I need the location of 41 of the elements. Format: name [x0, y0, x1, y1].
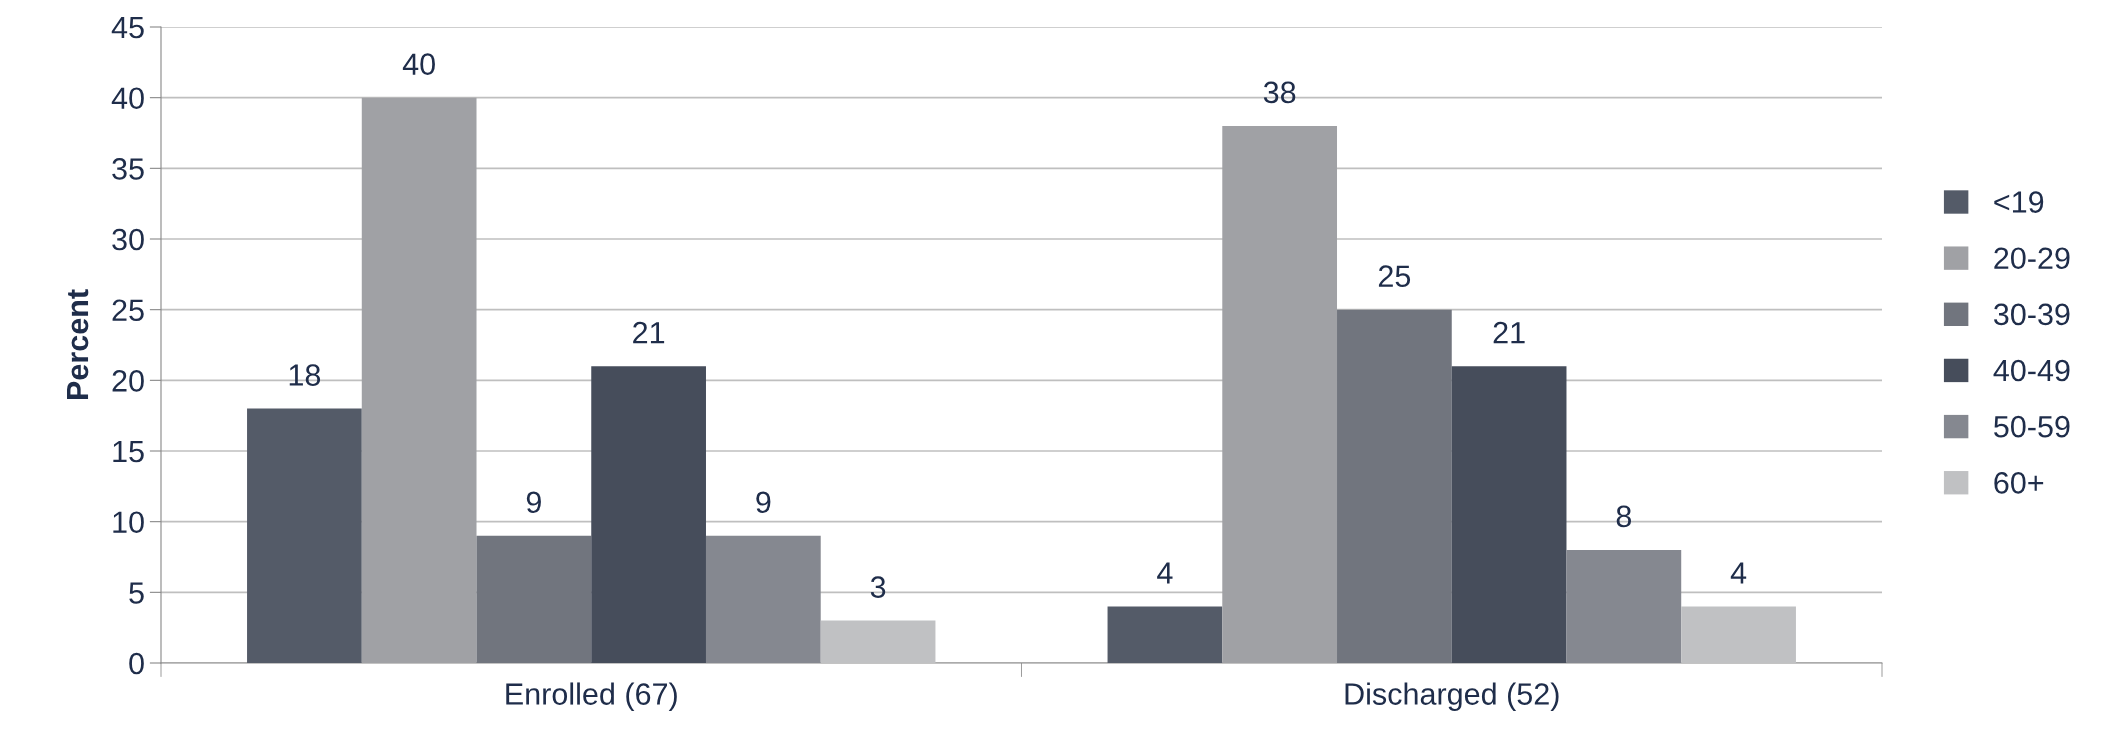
y-tick-label: 40 [111, 87, 144, 110]
bar [820, 620, 936, 663]
y-tick-label: 25 [112, 299, 144, 322]
bar [1451, 366, 1567, 663]
x-tick-label: Discharged (52) [1345, 682, 1559, 711]
data-label: 4 [1157, 562, 1173, 584]
data-label: 21 [1493, 321, 1525, 344]
bar [1222, 125, 1338, 663]
data-label: 21 [633, 321, 665, 344]
y-tick-label: 15 [113, 441, 144, 463]
data-label: 25 [1378, 265, 1411, 287]
y-tick-label: 10 [113, 511, 144, 534]
bar [361, 97, 477, 663]
x-tick-label: Enrolled (67) [506, 682, 677, 711]
data-label: 40 [402, 53, 435, 75]
y-tick-label: 0 [129, 652, 144, 675]
y-tick-label: 45 [111, 17, 144, 39]
bar [476, 535, 592, 663]
data-label: 38 [1263, 81, 1296, 104]
legend-label: 30-39 [1993, 303, 2070, 326]
data-label: 8 [1616, 505, 1632, 528]
legend-label: 60+ [1994, 472, 2044, 494]
legend-label: 40-49 [1993, 359, 2070, 382]
data-label: 18 [289, 364, 321, 386]
data-label: 9 [526, 491, 541, 514]
y-tick-label: 30 [112, 228, 144, 251]
y-axis-title: Percent [67, 289, 89, 399]
data-label: 4 [1730, 562, 1747, 584]
legend-label: <19 [1994, 191, 2044, 213]
legend-label: 20-29 [1994, 247, 2070, 270]
bar [1337, 309, 1452, 663]
bar [247, 408, 362, 663]
data-label: 9 [756, 491, 771, 514]
y-tick-label: 5 [129, 582, 144, 604]
y-tick-label: 35 [112, 158, 144, 180]
legend-label: 50-59 [1994, 415, 2070, 438]
y-tick-label: 20 [112, 370, 144, 392]
bar [1107, 606, 1223, 663]
data-label: 3 [870, 576, 886, 598]
bar [1681, 606, 1796, 663]
bar [591, 366, 706, 663]
